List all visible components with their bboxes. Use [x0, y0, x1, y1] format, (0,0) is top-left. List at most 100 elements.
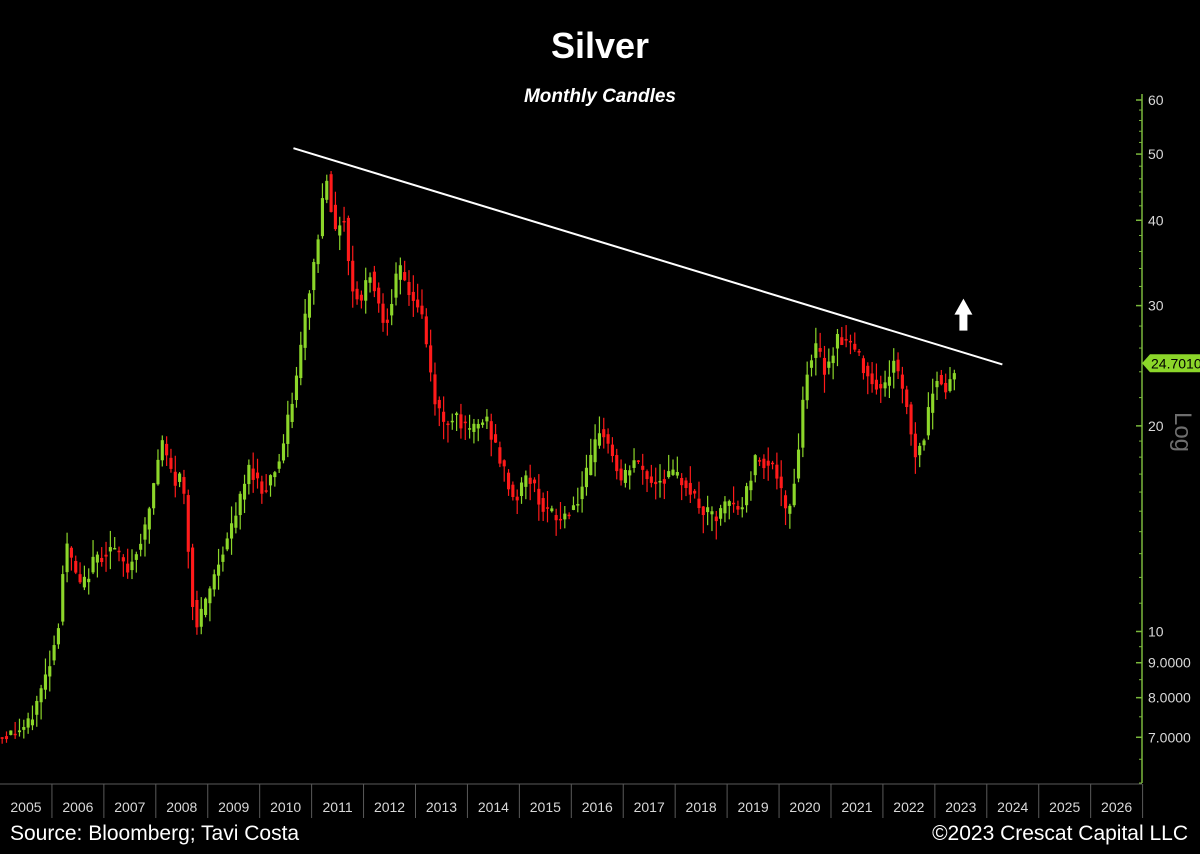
candle [476, 419, 480, 442]
candle [580, 471, 584, 513]
x-tick-label: 2009 [218, 799, 249, 815]
candle [416, 283, 420, 313]
candle [749, 471, 753, 501]
candle [225, 532, 229, 552]
candle-body [338, 225, 342, 236]
candle [338, 216, 342, 251]
candle-body [537, 488, 541, 505]
candle [35, 695, 39, 727]
chart-title: Silver [551, 25, 649, 66]
candle-body [935, 380, 939, 388]
candle [385, 308, 389, 336]
candle [204, 597, 208, 618]
x-tick-label: 2025 [1049, 799, 1080, 815]
candle [485, 409, 489, 430]
candle-body [584, 467, 589, 488]
candle-body [753, 455, 757, 476]
candle [22, 719, 26, 739]
candle-body [844, 339, 848, 341]
candle [498, 441, 502, 468]
candle [641, 453, 645, 485]
candle [645, 469, 649, 493]
candle [671, 459, 675, 476]
candle-body [424, 316, 428, 345]
candle [82, 565, 86, 591]
candle-body [238, 493, 242, 516]
candle-body [433, 374, 437, 405]
candle-body [589, 454, 593, 476]
candle [944, 373, 948, 400]
candle-body [17, 730, 22, 733]
candle-body [359, 294, 363, 301]
x-tick-label: 2024 [997, 799, 1028, 815]
candle-body [948, 379, 952, 391]
candle [706, 495, 710, 526]
candle-body [355, 288, 359, 300]
candle-body [519, 482, 524, 497]
candles-layer [0, 171, 956, 744]
candle [537, 474, 541, 521]
candle [459, 403, 463, 439]
candle-body [615, 455, 619, 472]
x-tick-label: 2023 [945, 799, 976, 815]
candle-body [87, 578, 91, 583]
candle-body [758, 460, 762, 462]
candle [770, 460, 775, 470]
candle-body [13, 733, 17, 736]
candle-body [831, 355, 835, 364]
candle-body [887, 376, 891, 386]
candle-body [926, 407, 930, 436]
candle [506, 469, 511, 496]
x-tick-label: 2020 [789, 799, 820, 815]
candle [472, 418, 476, 444]
candle [264, 474, 268, 494]
candle [372, 265, 376, 298]
candle-body [4, 736, 9, 740]
candle [680, 473, 684, 501]
candle [584, 454, 589, 496]
candle-body [26, 718, 30, 728]
candle-body [403, 272, 407, 281]
candle-body [541, 498, 545, 512]
candle-body [818, 348, 822, 352]
candle [874, 363, 878, 395]
candle-body [329, 174, 333, 212]
candle [398, 257, 402, 295]
candle [753, 454, 757, 483]
candle [9, 730, 13, 736]
candle-body [9, 730, 13, 735]
candle-body [65, 543, 69, 573]
candle-body [489, 421, 493, 440]
candle-body [173, 471, 177, 486]
candle-body [459, 414, 463, 429]
candle-body [264, 490, 268, 492]
x-tick-label: 2019 [737, 799, 768, 815]
candle-body [494, 434, 498, 443]
candle [199, 597, 203, 635]
candle [593, 424, 597, 477]
candle-body [913, 433, 917, 458]
candle [693, 488, 697, 499]
candle-body [286, 414, 290, 444]
candle-body [191, 547, 195, 607]
candle-body [169, 457, 173, 469]
candle-body [268, 475, 273, 486]
last-price-tag: 24.7010 [1142, 354, 1200, 373]
candle [346, 215, 350, 276]
candle-body [121, 557, 125, 562]
candle-body [82, 576, 86, 588]
candle-body [182, 477, 186, 494]
candle-body [900, 374, 904, 389]
candle-body [429, 345, 433, 373]
candle [809, 354, 814, 377]
candle [654, 467, 658, 500]
candle [554, 508, 558, 536]
candle-body [281, 443, 286, 461]
candle-body [22, 726, 26, 730]
candle-body [247, 464, 251, 485]
candle [835, 329, 840, 367]
candle [156, 449, 160, 486]
candle-body [788, 505, 792, 514]
candle-body [108, 547, 112, 552]
y-tick-label: 9.0000 [1148, 655, 1191, 671]
